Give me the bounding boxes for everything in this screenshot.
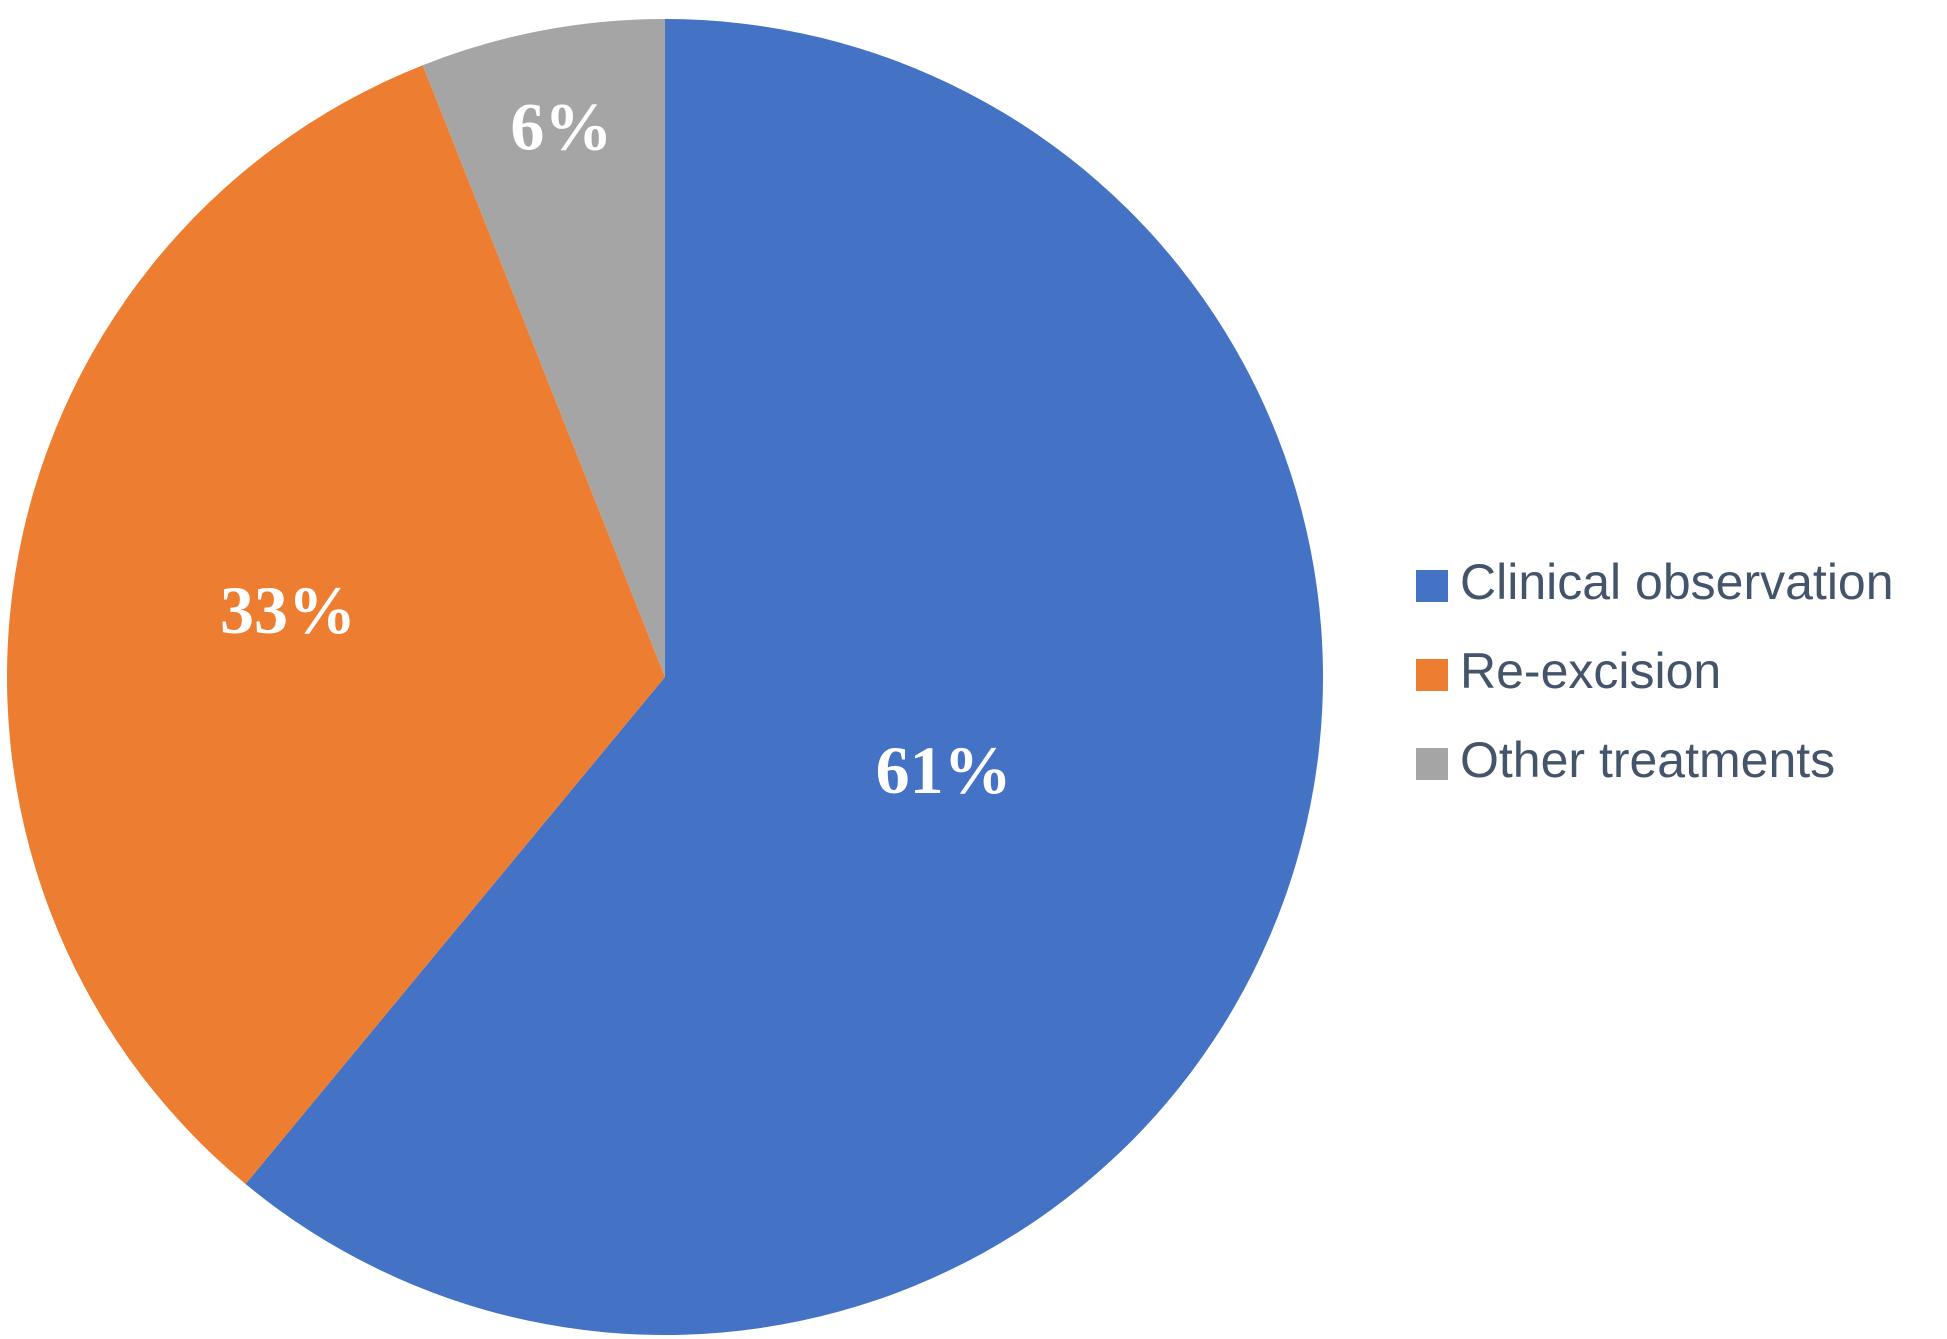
legend-label: Other treatments — [1460, 732, 1835, 788]
pie-slice — [6, 65, 666, 1184]
value-label: 61% — [876, 732, 1012, 808]
legend-swatch — [1416, 570, 1448, 602]
legend-swatch — [1416, 748, 1448, 780]
value-label: 6% — [510, 89, 612, 165]
legend-label: Re-excision — [1460, 643, 1721, 699]
pie-slice — [245, 19, 1324, 1335]
value-label: 33% — [220, 572, 356, 648]
pie-slice — [422, 18, 665, 677]
legend-label: Clinical observation — [1460, 554, 1894, 610]
legend-swatch — [1416, 659, 1448, 691]
